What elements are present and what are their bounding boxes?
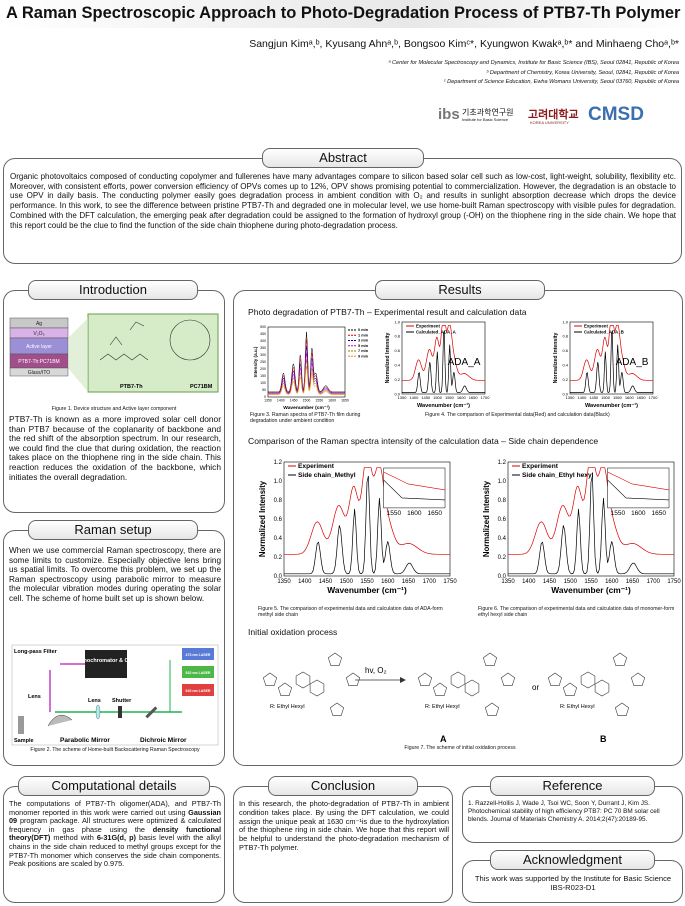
logo-ibs-kr: 기초과학연구원 [462, 108, 514, 117]
logo-ku-en: KOREA UNIVERSITY [530, 120, 569, 125]
logo-ibs-en: Institute for Basic Science [462, 117, 509, 122]
affiliations: ᵃ Center for Molecular Spectroscopy and … [388, 59, 679, 88]
comp-heading: Computational details [18, 776, 210, 796]
title: A Raman Spectroscopic Approach to Photo-… [6, 4, 681, 22]
results-sub3: Initial oxidation process [248, 627, 338, 637]
raman-heading: Raman setup [28, 520, 198, 540]
authors: Sangjun Kimᵃ,ᵇ, Kyusang Ahnᵃ,ᵇ, Bongsoo … [249, 38, 679, 50]
conclusion-text: In this research, the photo-degradation … [239, 799, 449, 852]
logos: ibs 기초과학연구원 Institute for Basic Science … [438, 104, 683, 130]
results-box [233, 290, 683, 766]
fig1-caption: Figure 1. Device structure and Active la… [51, 406, 177, 412]
logo-ibs: ibs [438, 106, 460, 123]
comp-box [3, 786, 225, 903]
results-sub2: Comparison of the Raman spectra intensit… [248, 436, 599, 446]
abstract-box [3, 158, 682, 264]
fig3-caption: Figure 3. Raman spectra of PTB7-Th film … [250, 412, 361, 425]
intro-text: PTB7-Th is known as a more improved sola… [9, 414, 221, 482]
intro-heading: Introduction [28, 280, 198, 300]
ack-text: This work was supported by the Institute… [474, 874, 672, 893]
fig2-caption: Figure 2. The scheme of Home-built Backs… [30, 747, 200, 753]
fig7-caption: Figure 7. The scheme of initial oxidatio… [404, 745, 516, 751]
comp-text-bold: Gaussian 09 [9, 807, 221, 826]
title-bar [0, 0, 685, 28]
conclusion-heading: Conclusion [268, 776, 418, 796]
affiliation: ᵃ Center for Molecular Spectroscopy and … [388, 60, 679, 66]
results-heading: Results [375, 280, 545, 300]
logo-cmsd: CMSD [588, 104, 644, 125]
results-sub1: Photo degradation of PTB7-Th – Experimen… [248, 307, 527, 317]
comp-text-part: The computations of PTB7-Th oligomer(ADA… [9, 799, 221, 817]
reference-text: 1. Razzell-Hollis J, Wade J, Tsoi WC, So… [468, 800, 660, 823]
fig6-caption: Figure 6. The comparison of experimental… [478, 606, 675, 619]
abstract-text: Organic photovoltaics composed of conduc… [10, 172, 676, 230]
comp-text: The computations of PTB7-Th oligomer(ADA… [9, 799, 222, 869]
fig4-caption: Figure 4. The comparison of Experimental… [425, 412, 610, 418]
ack-heading: Acknowledgment [490, 850, 655, 870]
abstract-heading: Abstract [262, 148, 424, 168]
raman-text: When we use commercial Raman spectroscop… [9, 546, 221, 603]
affiliation: ᶜ Department of Science Education, Ewha … [443, 79, 679, 85]
comp-text-part: method with [50, 833, 97, 843]
comp-text-bold: 6-31G(d, p) [96, 833, 136, 843]
logo-ku: 고려대학교 [528, 109, 579, 121]
comp-text-part: program package. All structures were opt… [9, 816, 221, 834]
comp-text-part: basis level with the alkyl chains in the… [9, 833, 222, 869]
fig5-caption: Figure 5. The comparison of experimental… [258, 606, 443, 619]
reference-heading: Reference [490, 776, 655, 796]
comp-text-bold: density functional theory(DFT) [9, 824, 222, 843]
affiliation: ᵇ Department of Chemistry, Korea Univers… [486, 69, 679, 76]
